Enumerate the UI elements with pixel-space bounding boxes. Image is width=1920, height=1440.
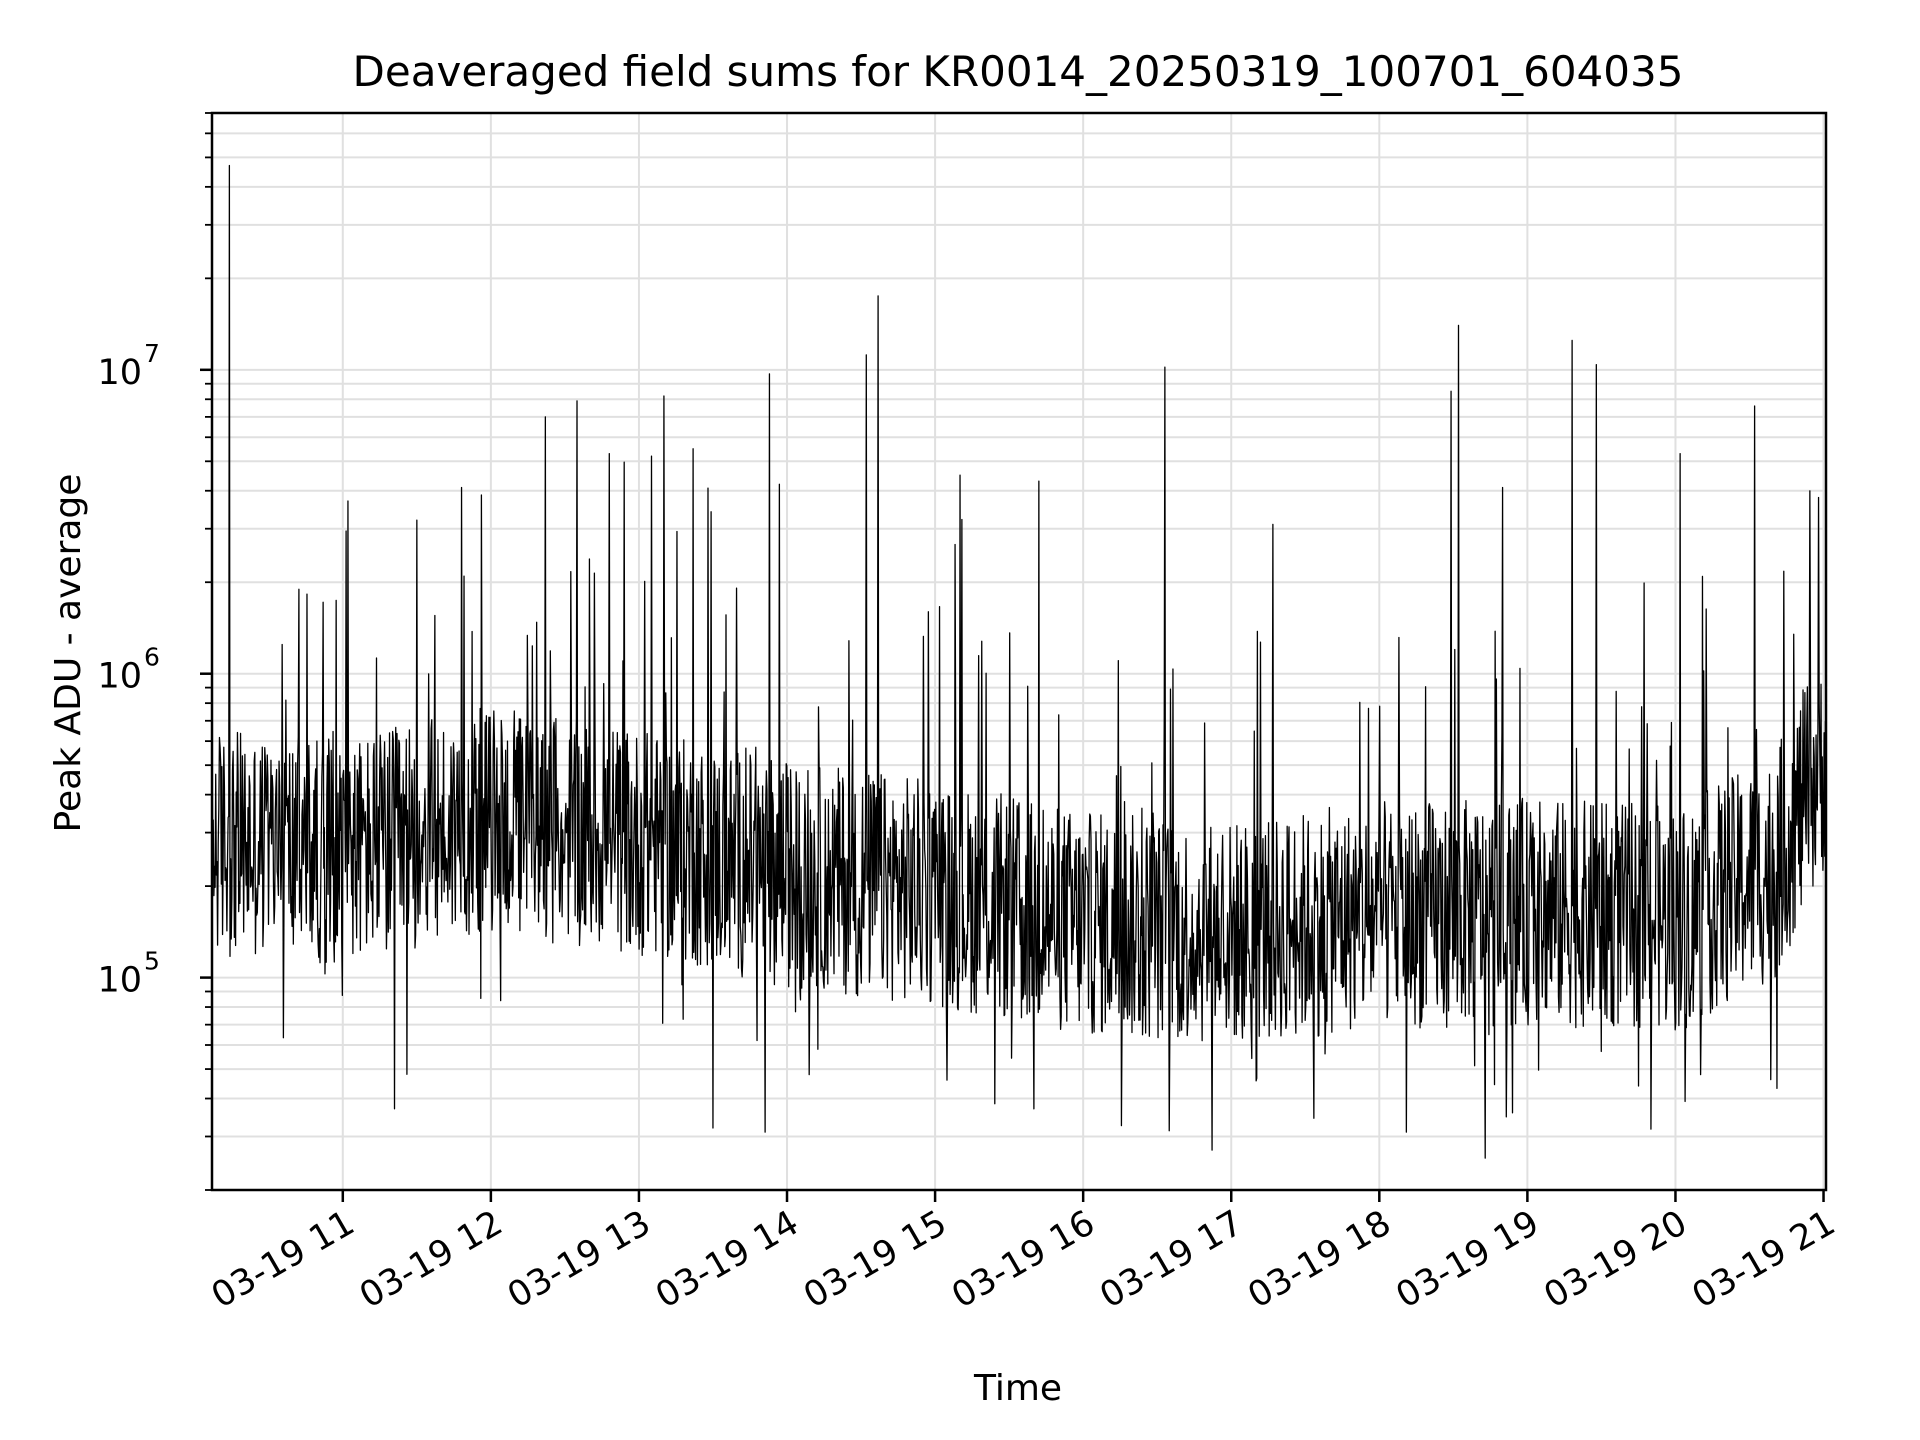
plot-frame xyxy=(210,111,1828,1192)
y-tick-label: 10 6 xyxy=(97,643,159,697)
series-line xyxy=(211,164,1827,1159)
y-axis-label: Peak ADU - average xyxy=(48,474,89,833)
y-tick-label: 10 5 xyxy=(97,947,159,1001)
series-layer xyxy=(211,164,1827,1159)
y-tick-label-base: 10 xyxy=(97,657,142,697)
chart-title: Deaveraged field sums for KR0014_2025031… xyxy=(353,47,1684,96)
y-tick-label-base: 10 xyxy=(97,353,142,393)
y-tick-label-exponent: 7 xyxy=(144,339,160,368)
y-tick-label-exponent: 6 xyxy=(144,643,160,672)
y-tick-label: 10 7 xyxy=(97,339,159,393)
x-axis-label: Time xyxy=(973,1368,1062,1409)
y-tick-label-base: 10 xyxy=(97,961,142,1001)
y-tick-label-exponent: 5 xyxy=(144,947,160,976)
